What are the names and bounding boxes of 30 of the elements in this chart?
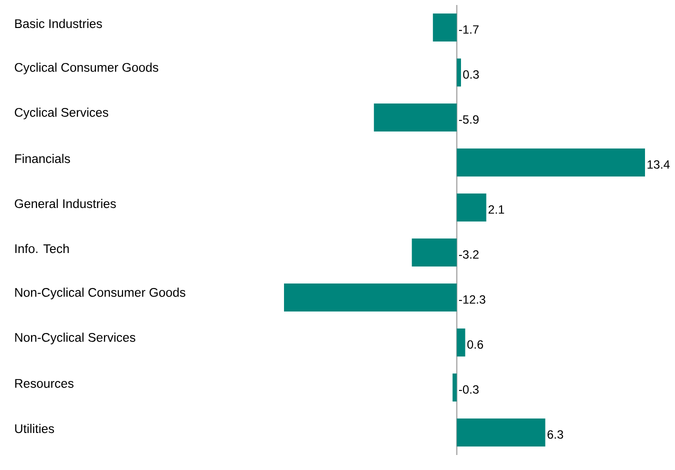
y-tick-label: Non-Cyclical Services: [15, 332, 136, 344]
y-tick-label: Resources: [15, 379, 74, 388]
data-label: -3.2: [459, 250, 479, 259]
data-label: -12.3: [459, 295, 486, 304]
bar: [456, 148, 646, 176]
data-label: -0.3: [459, 385, 479, 394]
y-tick-label: Utilities: [15, 424, 54, 434]
bar: [456, 193, 486, 222]
data-label: 13.4: [648, 160, 670, 169]
y-tick-label: Cyclical Services: [14, 108, 108, 120]
data-label: 2.1: [488, 205, 504, 214]
bar: [412, 238, 457, 266]
y-tick-label: Cyclical Consumer Goods: [14, 62, 158, 74]
bar: [456, 58, 461, 86]
y-tick-label: General Industries: [14, 198, 116, 208]
y-tick-label: Info. Tech: [15, 244, 69, 254]
y-tick-label: Financials: [15, 154, 70, 164]
bar: [374, 103, 457, 132]
data-label: -1.7: [459, 25, 479, 34]
data-label: -5.9: [459, 115, 479, 124]
bar: [432, 13, 457, 42]
bar: [456, 328, 466, 356]
y-tick-label: Non-Cyclical Consumer Goods: [15, 288, 186, 300]
y-tick-label: Basic Industries: [15, 18, 102, 28]
data-label: 6.3: [548, 430, 564, 439]
data-label: 0.6: [467, 340, 484, 349]
bar: [284, 283, 457, 312]
bar: [456, 418, 546, 446]
bar: [452, 373, 457, 402]
data-label: 0.3: [463, 70, 479, 79]
